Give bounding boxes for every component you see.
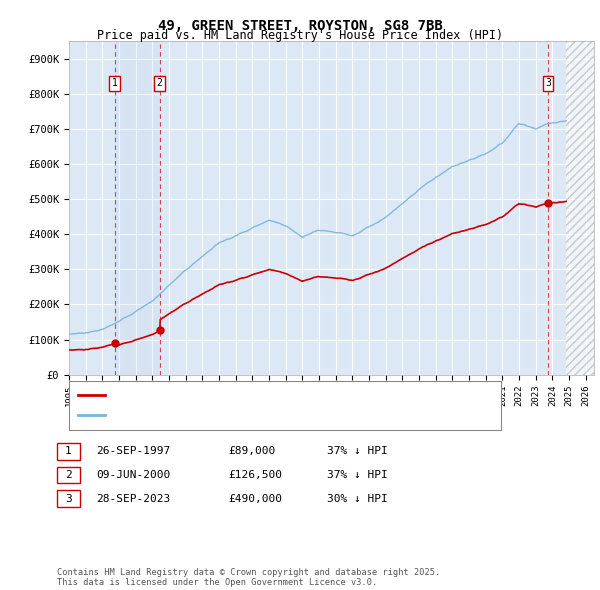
Text: 1: 1: [112, 78, 118, 88]
Text: 37% ↓ HPI: 37% ↓ HPI: [327, 447, 388, 456]
Text: HPI: Average price, detached house, North Hertfordshire: HPI: Average price, detached house, Nort…: [111, 411, 441, 420]
Text: 28-SEP-2023: 28-SEP-2023: [96, 494, 170, 503]
Text: 2: 2: [65, 470, 72, 480]
Text: 3: 3: [65, 494, 72, 503]
Text: £89,000: £89,000: [228, 447, 275, 456]
Text: 49, GREEN STREET, ROYSTON, SG8 7BB: 49, GREEN STREET, ROYSTON, SG8 7BB: [158, 19, 442, 33]
Text: £126,500: £126,500: [228, 470, 282, 480]
Text: 26-SEP-1997: 26-SEP-1997: [96, 447, 170, 456]
Text: 30% ↓ HPI: 30% ↓ HPI: [327, 494, 388, 503]
Text: 09-JUN-2000: 09-JUN-2000: [96, 470, 170, 480]
Text: 49, GREEN STREET, ROYSTON, SG8 7BB (detached house): 49, GREEN STREET, ROYSTON, SG8 7BB (deta…: [111, 391, 417, 400]
Text: £490,000: £490,000: [228, 494, 282, 503]
Text: 37% ↓ HPI: 37% ↓ HPI: [327, 470, 388, 480]
Text: 1: 1: [65, 447, 72, 456]
Bar: [566, 41, 594, 375]
Text: 2: 2: [157, 78, 163, 88]
Text: Price paid vs. HM Land Registry's House Price Index (HPI): Price paid vs. HM Land Registry's House …: [97, 30, 503, 42]
Bar: [115, 41, 160, 375]
Text: 3: 3: [545, 78, 551, 88]
Text: Contains HM Land Registry data © Crown copyright and database right 2025.
This d: Contains HM Land Registry data © Crown c…: [57, 568, 440, 587]
